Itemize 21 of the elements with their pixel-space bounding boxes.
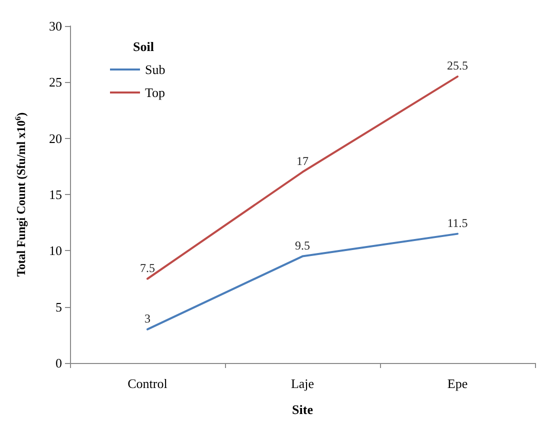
y-tick-label: 15 (49, 187, 62, 202)
data-label: 3 (144, 311, 150, 326)
y-tick-label: 20 (49, 130, 62, 146)
legend-label: Sub (145, 62, 166, 77)
data-label: 17 (296, 154, 308, 168)
x-axis-title: Site (292, 402, 314, 417)
x-tick-label: Laje (290, 376, 314, 391)
y-tick-label: 30 (49, 18, 62, 34)
x-tick-label: Control (128, 376, 168, 391)
y-axis-title: Total Fungi Count (Sfu/ml x106) (14, 112, 28, 277)
data-label: 9.5 (295, 238, 310, 252)
data-label: 25.5 (447, 58, 468, 73)
data-label: 11.5 (447, 216, 468, 230)
y-tick-label: 25 (49, 74, 62, 90)
legend-label: Top (145, 85, 166, 100)
y-tick-label: 10 (49, 243, 62, 258)
y-tick-label: 0 (56, 356, 62, 370)
x-tick-label: Epe (447, 376, 468, 391)
legend-title: Soil (133, 39, 154, 54)
data-label: 7.5 (140, 260, 155, 275)
y-tick-label: 5 (56, 299, 62, 314)
